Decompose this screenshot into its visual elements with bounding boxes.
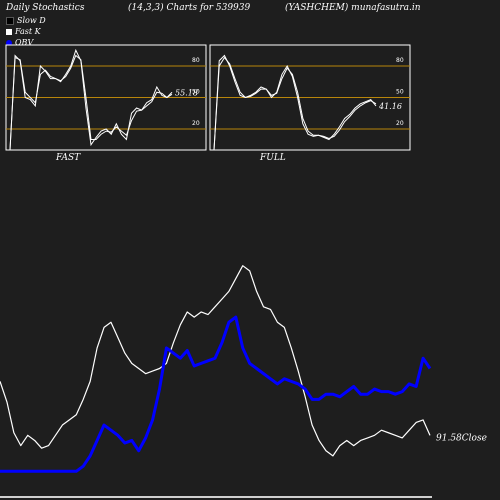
chart-heading-right: (YASHCHEM) munafasutra.in bbox=[285, 3, 421, 13]
full-panel-label: FULL bbox=[260, 153, 286, 163]
close-line bbox=[0, 265, 431, 457]
full-value-label: 41.16 bbox=[378, 102, 402, 111]
legend: Slow D Fast K OBV bbox=[6, 15, 46, 48]
fast-tick-label-20: 20 bbox=[192, 120, 200, 127]
full-tick-label-20: 20 bbox=[396, 120, 404, 127]
full-tick-label-50: 50 bbox=[396, 89, 404, 96]
legend-label-fast-k: Fast K bbox=[15, 27, 41, 36]
fast-value-label: 55.18 bbox=[175, 88, 198, 97]
full-tick-label-80: 80 bbox=[396, 57, 404, 64]
close-value-label: 91.58Close bbox=[436, 433, 487, 443]
fast-tick-label-80: 80 bbox=[192, 57, 200, 64]
full-series-line-2 bbox=[213, 56, 377, 151]
chart-heading-left: Daily Stochastics bbox=[6, 3, 85, 13]
chart-heading-center: (14,3,3) Charts for 539939 bbox=[128, 3, 251, 13]
fast-series-line-2 bbox=[9, 54, 173, 151]
legend-swatch-obv bbox=[6, 39, 12, 46]
legend-item-slow-d: Slow D bbox=[6, 15, 46, 26]
legend-label-obv: OBV bbox=[15, 38, 34, 47]
legend-item-obv: OBV bbox=[6, 37, 46, 48]
obv-line bbox=[0, 315, 432, 473]
legend-item-fast-k: Fast K bbox=[6, 26, 46, 37]
legend-swatch-fast-k bbox=[6, 28, 12, 35]
legend-swatch-slow-d bbox=[6, 16, 14, 25]
full-series-line-1 bbox=[213, 54, 377, 151]
legend-label-slow-d: Slow D bbox=[17, 16, 46, 25]
fast-panel-label: FAST bbox=[56, 153, 81, 163]
fast-tick-label-50: 50 bbox=[192, 89, 200, 96]
